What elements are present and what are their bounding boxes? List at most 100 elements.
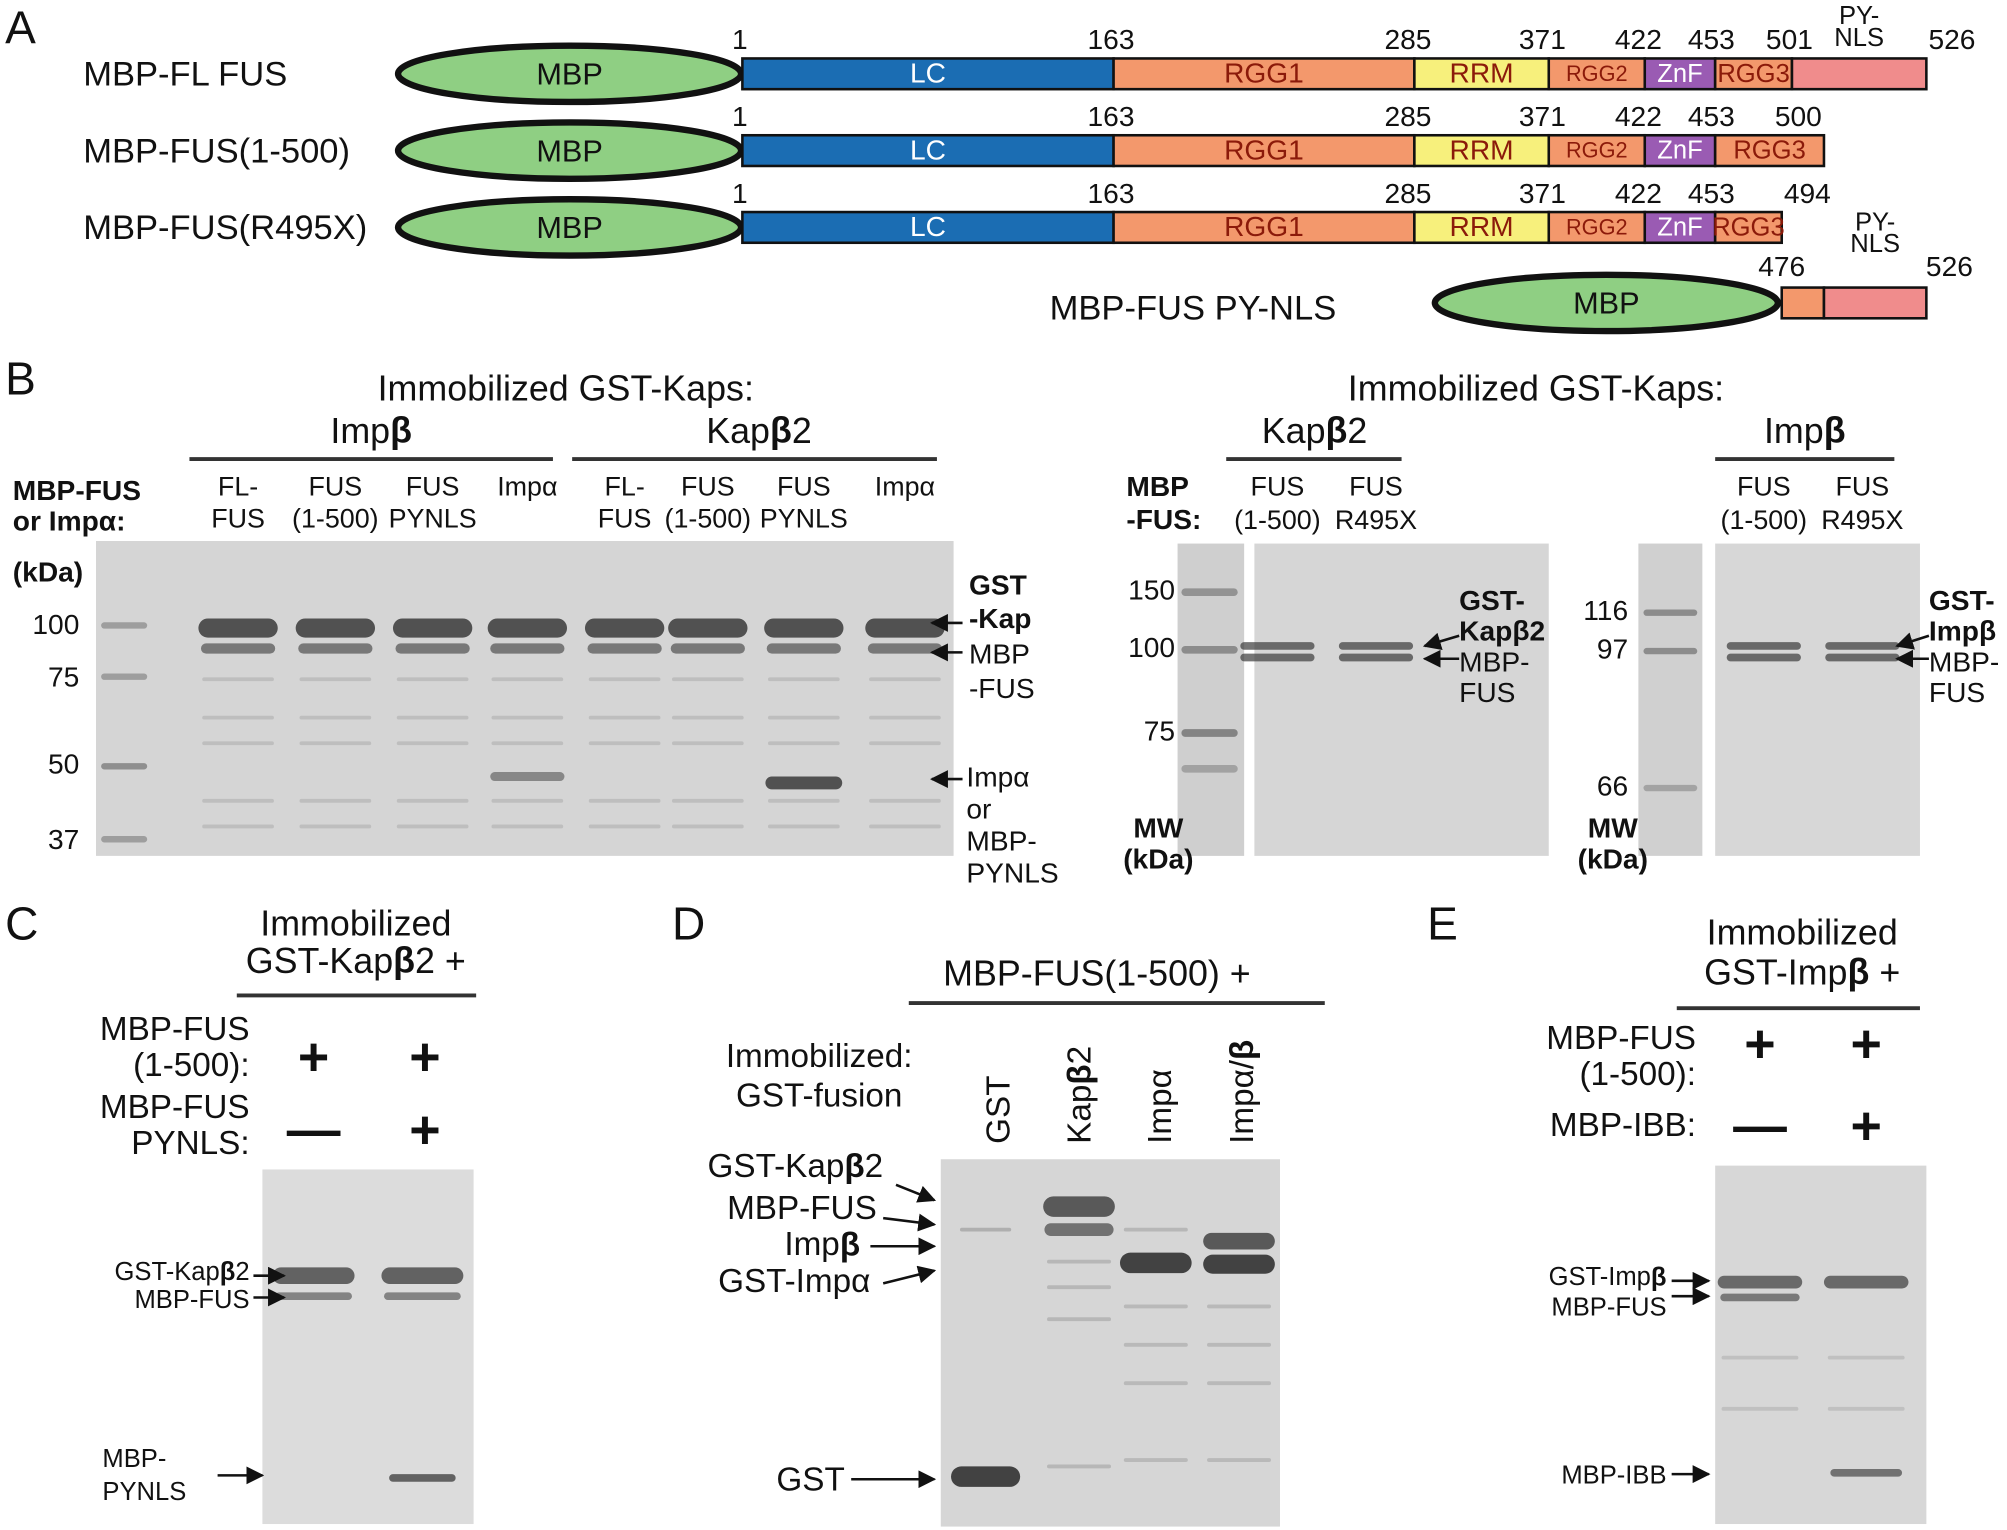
gel-band	[1207, 1381, 1272, 1386]
band-label: GST-Kapβ2	[708, 1148, 884, 1185]
domain-label: RGG2	[1566, 138, 1628, 163]
gel-band	[951, 1466, 1021, 1487]
gel-band	[671, 824, 744, 829]
lane-label: GST	[981, 1075, 1018, 1143]
residue-number: 1	[732, 24, 748, 55]
gel-band	[869, 824, 941, 829]
gel-band	[1207, 1342, 1272, 1347]
row-label: MBP-FUS	[100, 1089, 250, 1126]
gel-band	[202, 798, 274, 803]
gel-band	[869, 715, 941, 720]
gel	[940, 1159, 1280, 1527]
lane-label: FUS	[1251, 472, 1305, 502]
domain	[1413, 210, 1551, 245]
lane-label: FUS	[308, 472, 362, 502]
lane-label: (1-500)	[292, 504, 379, 534]
unit-label: (kDa)	[1578, 843, 1648, 874]
marker-label: 150	[1128, 575, 1175, 606]
unit-label: (kDa)	[1123, 843, 1193, 874]
marker-label: 100	[32, 609, 79, 640]
band-label: MBP-FUS	[134, 1286, 249, 1314]
gel-band	[491, 715, 564, 720]
domain	[1413, 57, 1551, 91]
arrow	[1895, 632, 1930, 650]
band-label: MBP-FUS	[1551, 1294, 1666, 1322]
group-label: Impβ	[1764, 411, 1846, 451]
band-label: MBP-	[966, 826, 1036, 857]
tag-label: MBP	[536, 133, 603, 168]
gel-band	[588, 741, 661, 746]
residue-number: 285	[1384, 24, 1431, 55]
construct-name: MBP-FUS PY-NLS	[1050, 290, 1337, 328]
gel-band	[1726, 653, 1801, 662]
band-label: GST	[776, 1462, 844, 1499]
gel-band	[1643, 609, 1698, 616]
gel-band	[588, 798, 661, 803]
domain	[1112, 210, 1416, 245]
gel	[1177, 543, 1245, 856]
gel-band	[1721, 1406, 1799, 1411]
domain-label: RGG1	[1224, 134, 1304, 165]
lane-label: PYNLS	[389, 504, 477, 534]
gel-band	[1338, 642, 1414, 650]
lane-label: FUS	[1349, 472, 1403, 502]
residue-number: 422	[1615, 178, 1662, 209]
gel-band	[396, 798, 469, 803]
domain-label: LC	[910, 58, 946, 89]
tag-label: MBP	[536, 210, 603, 245]
gel-band	[588, 715, 661, 720]
gel-band	[202, 824, 274, 829]
residue-number: 422	[1615, 101, 1662, 132]
domain	[1822, 286, 1928, 320]
gel-band	[299, 715, 372, 720]
gel-band	[1181, 588, 1238, 597]
gel-band	[1123, 1458, 1188, 1462]
domain-label: ZnF	[1657, 137, 1702, 165]
gel-band	[1825, 653, 1900, 662]
gel-band	[491, 824, 564, 829]
band-label: MBP-IBB	[1561, 1461, 1666, 1489]
band-label: MBP-FUS	[727, 1190, 877, 1227]
group-label: Impβ	[330, 411, 412, 451]
marker-label: 37	[48, 824, 79, 855]
gel-band	[1827, 1406, 1905, 1411]
domain	[741, 57, 1115, 91]
residue-number: 371	[1519, 101, 1566, 132]
gel-band	[395, 643, 470, 654]
gel-band	[487, 618, 568, 638]
domain	[1413, 133, 1551, 168]
residue-number: 163	[1088, 101, 1135, 132]
gel-band	[1207, 1458, 1272, 1462]
gel-band	[1044, 1223, 1114, 1237]
gel-band	[1825, 642, 1900, 650]
band-label: Impβ	[784, 1226, 860, 1263]
gel-band	[1047, 1285, 1112, 1290]
gel-band	[1823, 1275, 1909, 1289]
residue-number: 285	[1384, 178, 1431, 209]
gel-band	[1338, 653, 1414, 662]
group-label: Kapβ2	[706, 411, 812, 451]
panel-label: C	[5, 898, 38, 950]
domain-label: RRM	[1450, 58, 1514, 89]
row-label: or Impα:	[13, 506, 126, 537]
gel-band	[101, 622, 148, 629]
lane-label: Kapβ2	[1061, 1046, 1098, 1144]
gel-band	[491, 741, 564, 746]
gel-band	[491, 677, 564, 682]
domain	[741, 133, 1115, 168]
gel-band	[1203, 1232, 1275, 1250]
gel-band	[1181, 729, 1238, 737]
tag-label: MBP	[536, 56, 603, 91]
nls-label: PY-	[1855, 208, 1895, 236]
arrow	[1422, 632, 1460, 650]
gel-band	[767, 798, 840, 803]
lane-label: Impα	[1142, 1069, 1179, 1144]
arrow	[883, 1213, 937, 1232]
gel-band	[1123, 1381, 1188, 1386]
gel-band	[295, 618, 376, 638]
band-label: FUS	[1459, 677, 1515, 708]
gel-band	[383, 1292, 461, 1301]
gel-band	[865, 618, 945, 638]
gel-band	[1181, 645, 1238, 654]
